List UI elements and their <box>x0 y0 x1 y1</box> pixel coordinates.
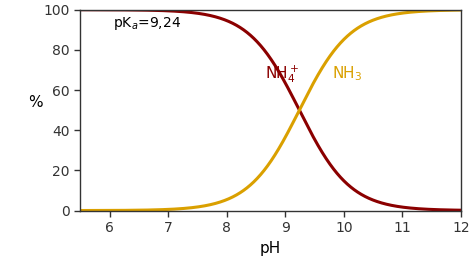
X-axis label: pH: pH <box>260 241 281 255</box>
Text: NH$_3$: NH$_3$ <box>332 65 362 83</box>
Y-axis label: %: % <box>28 95 43 110</box>
Text: pK$_a$=9,24: pK$_a$=9,24 <box>112 15 181 32</box>
Text: NH$_4^+$: NH$_4^+$ <box>265 63 300 85</box>
